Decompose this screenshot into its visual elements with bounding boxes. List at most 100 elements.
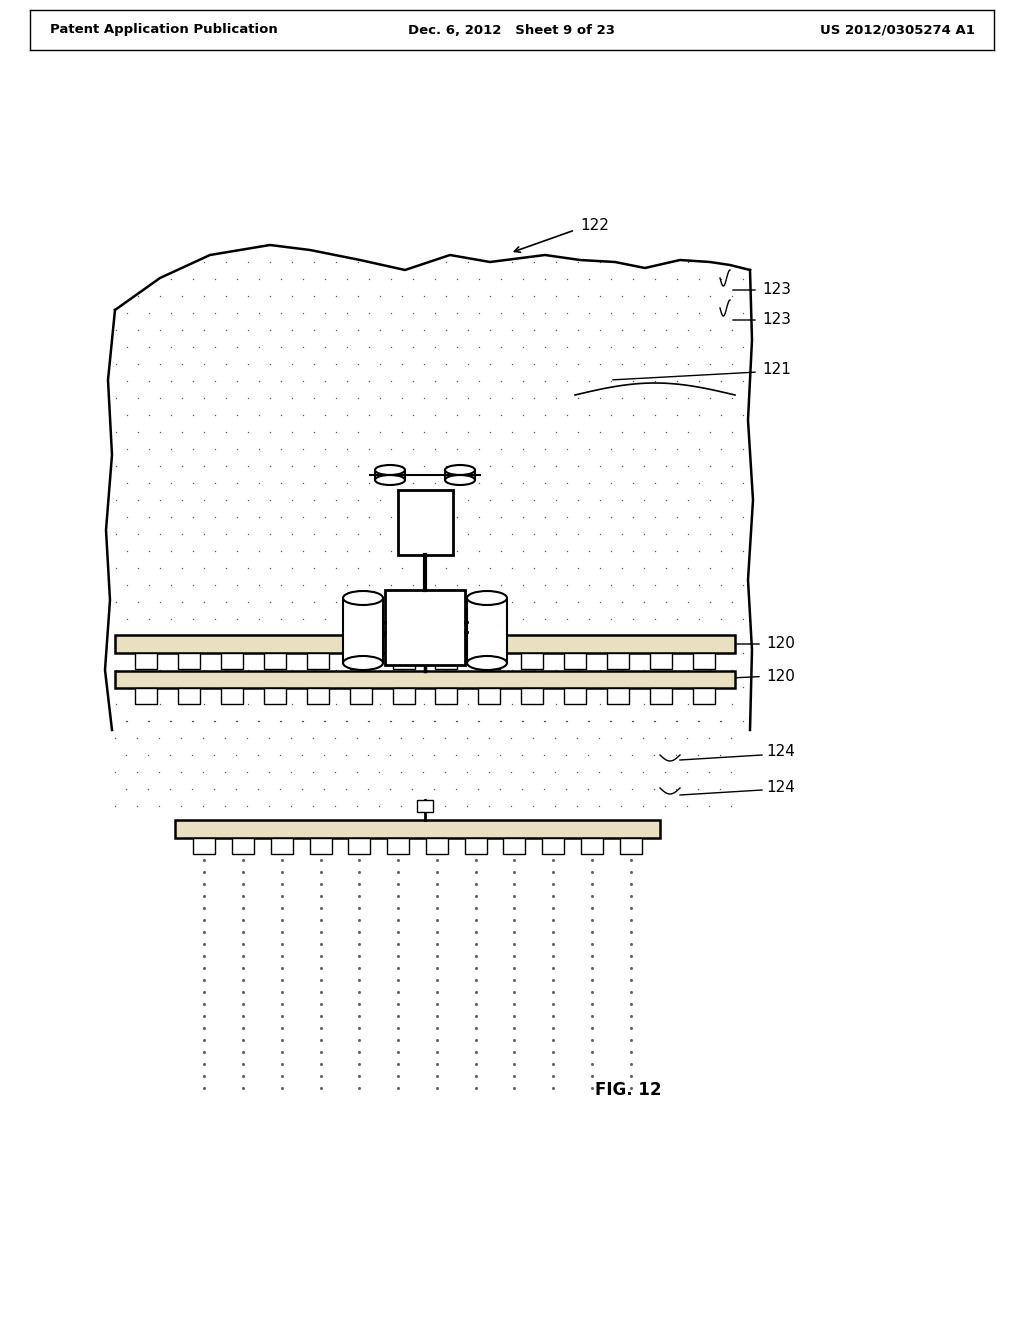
Point [603,302,620,323]
Point [251,371,267,392]
Point [404,268,421,289]
Point [196,557,212,578]
Point [701,626,718,647]
Point [108,626,124,647]
Point [603,404,620,425]
Point [647,574,664,595]
Point [141,609,158,630]
Bar [607,653,629,669]
Point [460,388,476,409]
Point [382,710,398,731]
Point [493,643,509,664]
Point [327,796,343,817]
Point [592,660,608,681]
Point [383,371,399,392]
Point [603,438,620,459]
Point [471,676,487,697]
Point [657,591,674,612]
Point [438,421,455,442]
Point [240,591,256,612]
Point [636,490,652,511]
Point [404,337,421,358]
Point [239,762,255,783]
Point [701,524,718,545]
Point [163,540,179,561]
Point [108,421,124,442]
Point [482,591,499,612]
Point [669,574,685,595]
Point [284,421,300,442]
Point [371,796,387,817]
Point [481,762,498,783]
Point [108,557,124,578]
Point [383,438,399,459]
Point [636,693,652,714]
Point [152,660,168,681]
Point [251,337,267,358]
Point [657,660,674,681]
Point [548,557,564,578]
Bar [135,688,158,704]
Point [515,540,531,561]
Point [162,779,178,800]
Point [415,796,431,817]
Point [141,302,158,323]
Point [163,676,179,697]
Point [316,643,333,664]
Point [592,319,608,341]
Point [196,591,212,612]
Point [403,779,420,800]
Bar [194,838,215,854]
Point [625,574,641,595]
Point [559,268,575,289]
Point [108,660,124,681]
Bar [465,838,486,854]
Point [581,643,597,664]
Point [350,251,367,272]
Point [129,727,145,748]
Point [163,371,179,392]
Point [184,744,201,766]
Point [559,676,575,697]
Point [460,285,476,306]
Point [669,438,685,459]
Point [416,524,432,545]
Bar [350,688,372,704]
Point [129,796,145,817]
Point [284,490,300,511]
Point [591,727,607,748]
Point [184,710,201,731]
Point [130,626,146,647]
Point [306,354,323,375]
Point [427,473,443,494]
Point [262,660,279,681]
Point [371,727,387,748]
Point [174,285,190,306]
Point [262,693,279,714]
Point [449,609,465,630]
Point [207,302,223,323]
Bar [385,590,465,665]
Point [339,371,355,392]
Point [295,268,311,289]
Point [537,507,553,528]
Point [272,710,289,731]
Point [119,507,135,528]
Point [152,591,168,612]
Point [713,540,729,561]
Point [349,727,366,748]
Point [482,388,499,409]
Point [603,574,620,595]
Point [449,371,465,392]
Point [218,693,234,714]
Point [316,676,333,697]
Point [471,337,487,358]
Point [239,796,255,817]
Point [163,609,179,630]
Point [306,557,323,578]
Point [515,609,531,630]
Point [328,490,344,511]
Point [701,693,718,714]
Point [713,574,729,595]
Bar [271,838,293,854]
